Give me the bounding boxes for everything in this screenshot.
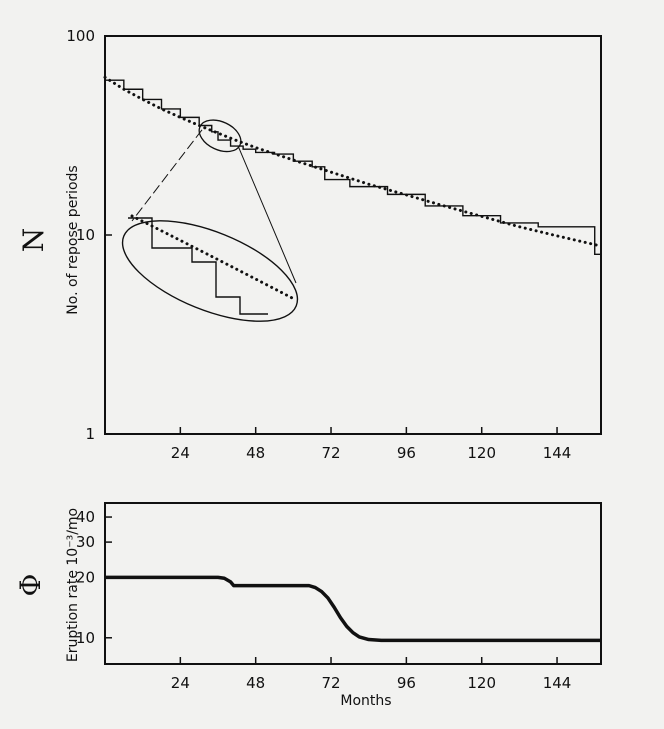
top-y-tick-label: 10 [76, 226, 95, 244]
inset-magnified-ellipse [121, 220, 299, 322]
bot-x-tick-label: 72 [321, 674, 340, 692]
bot-x-tick-label: 120 [467, 674, 496, 692]
bottom-series [105, 575, 601, 643]
top-y-tick-label: 1 [85, 425, 95, 443]
bot-rate-line [105, 575, 601, 643]
top-x-tick-label: 72 [321, 444, 340, 462]
top-x-tick-label: 48 [246, 444, 265, 462]
inset-dotted-line [130, 214, 298, 302]
bot-y-tick-label: 20 [76, 568, 95, 586]
top-plot-frame [104, 35, 602, 435]
bottom-y-symbol: Φ [14, 574, 47, 597]
bottom-chart: 24 48 72 96 120 144 10 20 30 40 Φ Eruption rate … [14, 502, 602, 709]
top-x-tick-label: 96 [397, 444, 416, 462]
bot-y-tick-label: 40 [76, 508, 95, 526]
top-y-tick-label: 100 [66, 27, 95, 45]
top-y-ticks: 1 10 100 [66, 27, 112, 443]
top-x-tick-label: 24 [171, 444, 190, 462]
bot-x-tick-label: 24 [171, 674, 190, 692]
top-inset [121, 119, 299, 322]
top-x-tick-label: 120 [467, 444, 496, 462]
top-y-symbol: N [17, 228, 50, 253]
top-step-line [105, 79, 601, 255]
bot-x-tick-label: 48 [246, 674, 265, 692]
bot-y-tick-label: 30 [76, 533, 95, 551]
bottom-plot-frame [104, 502, 602, 665]
bottom-x-axis-label: Months [340, 693, 391, 709]
bottom-y-axis-label: Eruption rate 10⁻³/mo [65, 508, 81, 662]
inset-step-line [128, 217, 268, 315]
bot-x-tick-label: 96 [397, 674, 416, 692]
inset-source-ellipse [198, 119, 242, 153]
inset-connector-line [237, 145, 297, 284]
top-x-ticks: 24 48 72 96 120 144 [171, 427, 572, 462]
top-y-axis-label: No. of repose periods [65, 165, 81, 314]
bot-x-tick-label: 144 [543, 674, 572, 692]
inset-connector-line [131, 129, 203, 222]
top-series [103, 75, 603, 255]
bottom-x-ticks: 24 48 72 96 120 144 [171, 657, 572, 692]
top-dotted-fit-line [103, 75, 603, 248]
top-chart: 24 48 72 96 120 144 1 10 100 N No. of repose pe… [17, 27, 603, 462]
top-x-tick-label: 144 [543, 444, 572, 462]
bot-y-tick-label: 10 [76, 629, 95, 647]
